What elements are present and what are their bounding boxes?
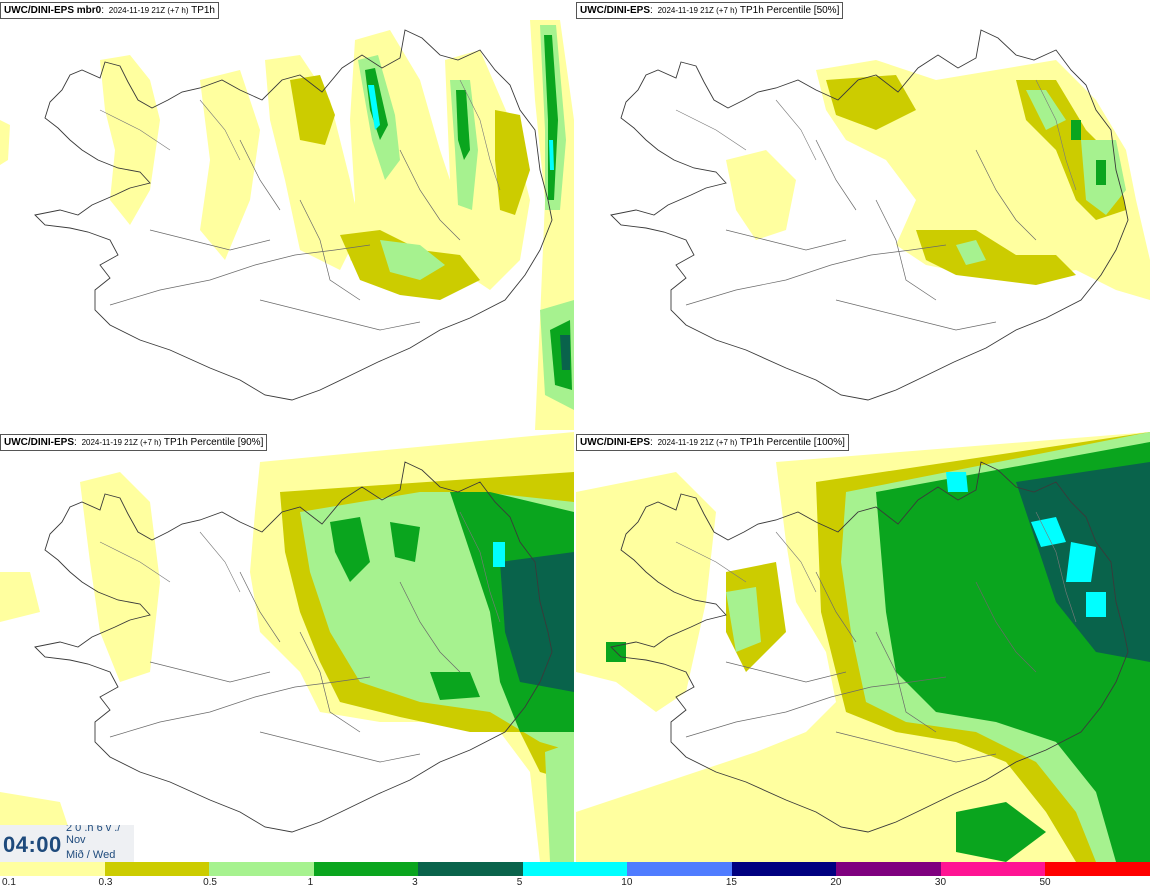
colorbar-segment — [209, 862, 315, 876]
colorbar-segment — [940, 862, 1046, 876]
panel-title-p90: UWC/DINI-EPS: 2024-11-19 21Z (+7 h) TP1h… — [0, 434, 268, 451]
colorbar-segment — [313, 862, 419, 876]
field-name: TP1h Percentile [90%] — [163, 437, 264, 448]
map-panel-p100: UWC/DINI-EPS: 2024-11-19 21Z (+7 h) TP1h… — [576, 432, 1150, 862]
valid-time-box: 04:00 2 0 .h 6 v ./ Nov Mið / Wed — [0, 825, 134, 862]
colorbar-segment — [0, 862, 106, 876]
panel-title-p50: UWC/DINI-EPS: 2024-11-19 21Z (+7 h) TP1h… — [576, 2, 844, 19]
precip-colorbar: 0.1 0.3 0.5 1 3 5 10 15 20 30 50 — [0, 862, 1150, 891]
run-time: 2024-11-19 21Z (+7 h) — [81, 438, 162, 447]
colorbar-tick-label: 0.5 — [203, 877, 217, 888]
panel-title-member0: UWC/DINI-EPS mbr0: 2024-11-19 21Z (+7 h)… — [0, 2, 219, 19]
valid-time-month: Nov — [66, 834, 86, 846]
precip-map-p100 — [576, 432, 1150, 862]
valid-time-weekday: Mið / Wed — [66, 849, 116, 861]
model-name: UWC/DINI-EPS — [4, 437, 74, 448]
run-time: 2024-11-19 21Z (+7 h) — [657, 438, 738, 447]
valid-time-clock: 04:00 — [3, 832, 62, 857]
panel-title-p100: UWC/DINI-EPS: 2024-11-19 21Z (+7 h) TP1h… — [576, 434, 849, 451]
colorbar-tick-label: 0.1 — [2, 877, 16, 888]
colorbar-tick-label: 10 — [621, 877, 633, 888]
valid-time-line1: 2 0 .h 6 v ./ — [66, 825, 121, 834]
precip-map-member0 — [0, 20, 574, 430]
colorbar-segment — [104, 862, 210, 876]
colorbar-tick-label: 0.3 — [98, 877, 113, 888]
precip-field-member0 — [0, 20, 574, 430]
field-name: TP1h — [191, 5, 215, 16]
precip-field-p100 — [576, 432, 1150, 862]
colorbar-segment — [836, 862, 942, 876]
colorbar-segment — [627, 862, 733, 876]
model-name: UWC/DINI-EPS — [580, 437, 650, 448]
colorbar-tick-label: 30 — [934, 877, 947, 888]
colorbar-segment — [522, 862, 628, 876]
field-name: TP1h Percentile [100%] — [739, 437, 845, 448]
model-name: UWC/DINI-EPS mbr0 — [4, 5, 102, 16]
colorbar-tick-label: 5 — [516, 877, 523, 888]
colorbar-segment — [1045, 862, 1150, 876]
colorbar-tick-label: 15 — [725, 877, 737, 888]
precip-map-p50 — [610, 29, 1150, 401]
colorbar-tick-label: 1 — [307, 877, 314, 888]
precip-map-p90 — [0, 432, 574, 862]
run-time: 2024-11-19 21Z (+7 h) — [657, 6, 738, 15]
colorbar-tick-label: 20 — [830, 877, 842, 888]
colorbar-tick-label: 3 — [412, 877, 418, 888]
map-panel-member0: UWC/DINI-EPS mbr0: 2024-11-19 21Z (+7 h)… — [0, 0, 574, 430]
colorbar-tick-label: 50 — [1039, 877, 1051, 888]
map-panel-p50: UWC/DINI-EPS: 2024-11-19 21Z (+7 h) TP1h… — [576, 0, 1150, 430]
run-time: 2024-11-19 21Z (+7 h) — [108, 6, 189, 15]
map-panel-p90: UWC/DINI-EPS: 2024-11-19 21Z (+7 h) TP1h… — [0, 432, 574, 862]
precip-field-p50 — [726, 60, 1150, 300]
precip-field-p90 — [0, 432, 574, 862]
field-name: TP1h Percentile [50%] — [739, 5, 840, 16]
colorbar-segment — [731, 862, 837, 876]
model-name: UWC/DINI-EPS — [580, 5, 650, 16]
colorbar-segment — [418, 862, 524, 876]
panel-divider-horizontal — [0, 430, 1150, 432]
